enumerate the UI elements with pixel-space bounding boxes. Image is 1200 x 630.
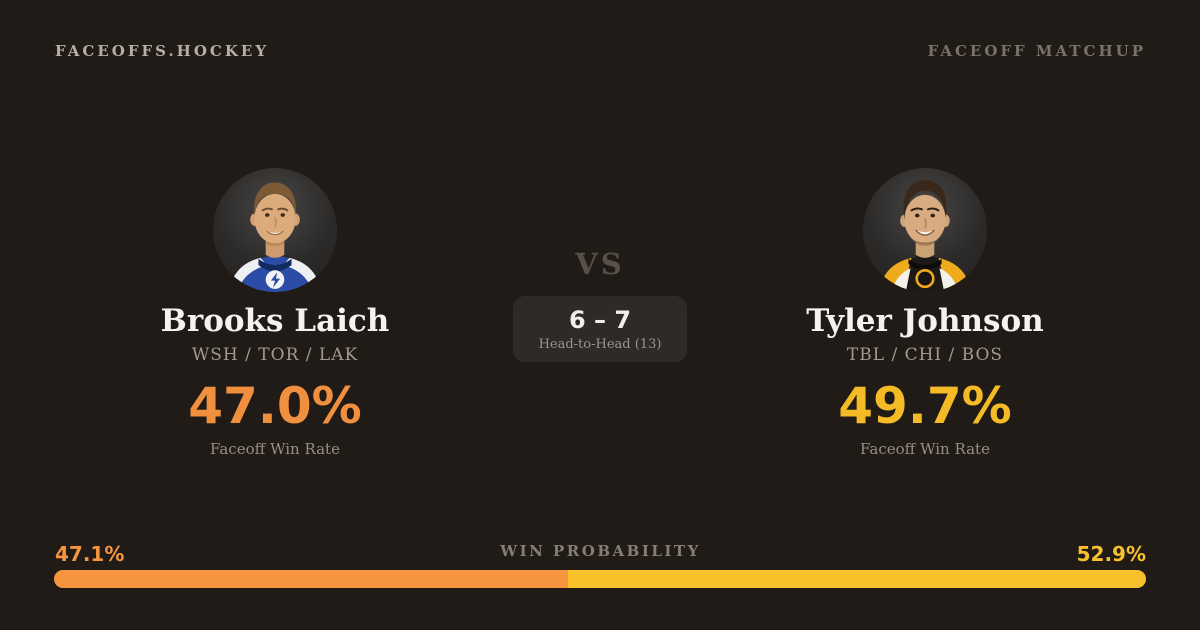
- win-probability-labels: 47.1% WIN PROBABILITY 52.9%: [55, 542, 1146, 566]
- vs-label: VS: [575, 247, 625, 281]
- win-probability-bar-left-segment: [54, 570, 569, 588]
- player-avatar-left: [213, 168, 337, 292]
- player-teams-right: TBL / CHI / BOS: [846, 345, 1004, 366]
- player-portrait-left-illustration: [228, 182, 322, 292]
- player-card-right: Tyler Johnson TBL / CHI / BOS 49.7% Face…: [705, 168, 1145, 458]
- head-to-head-score: 6 – 7: [568, 306, 632, 334]
- win-probability-left-pct: 47.1%: [55, 542, 125, 566]
- win-probability-bar: [54, 570, 1146, 588]
- faceoff-win-rate-label-left: Faceoff Win Rate: [210, 440, 340, 459]
- versus-section: VS 6 – 7 Head-to-Head (13): [450, 247, 750, 363]
- site-logo-text: FACEOFFS.HOCKEY: [55, 42, 270, 60]
- player-name-left: Brooks Laich: [160, 303, 390, 339]
- win-probability-title: WIN PROBABILITY: [500, 542, 701, 560]
- page-type-label: FACEOFF MATCHUP: [927, 42, 1146, 60]
- faceoff-win-rate-label-right: Faceoff Win Rate: [860, 440, 990, 459]
- player-card-left: Brooks Laich WSH / TOR / LAK 47.0% Faceo…: [55, 168, 495, 458]
- player-portrait-right-illustration: [878, 180, 972, 292]
- player-avatar-right: [863, 168, 987, 292]
- header: FACEOFFS.HOCKEY FACEOFF MATCHUP: [55, 42, 1146, 60]
- win-probability-right-pct: 52.9%: [1076, 542, 1146, 566]
- head-to-head-box: 6 – 7 Head-to-Head (13): [512, 296, 688, 363]
- faceoff-win-rate-left: 47.0%: [188, 377, 362, 436]
- player-teams-left: WSH / TOR / LAK: [191, 345, 359, 366]
- faceoff-win-rate-right: 49.7%: [838, 377, 1012, 436]
- win-probability-bar-right-segment: [568, 570, 1146, 588]
- player-name-right: Tyler Johnson: [806, 303, 1044, 339]
- head-to-head-label: Head-to-Head (13): [538, 337, 662, 353]
